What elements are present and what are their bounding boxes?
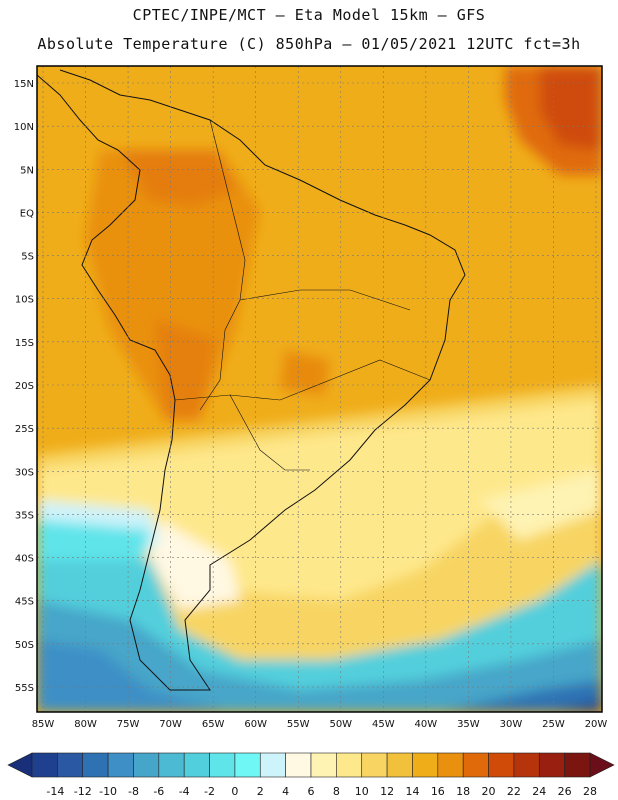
lat-label: 40S [15, 554, 34, 565]
colorbar-label: -12 [74, 785, 92, 798]
temperature-field [37, 66, 602, 712]
colorbar-swatch [462, 752, 489, 778]
lon-label: 60W [244, 719, 267, 730]
colorbar-swatch [488, 752, 515, 778]
colorbar-label: 10 [355, 785, 369, 798]
lat-label: 5S [21, 252, 34, 263]
colorbar-label: -10 [99, 785, 117, 798]
lon-label: 65W [202, 719, 225, 730]
colorbar-label: 28 [583, 785, 597, 798]
colorbar-label: -8 [128, 785, 139, 798]
lon-label: 35W [457, 719, 480, 730]
colorbar-label: 22 [507, 785, 521, 798]
colorbar-swatch [57, 752, 84, 778]
lat-label: 5N [20, 165, 34, 176]
colorbar-max-arrow [589, 752, 615, 778]
colorbar-swatch [513, 752, 540, 778]
colorbar-label: -6 [153, 785, 164, 798]
colorbar-swatch [564, 752, 591, 778]
colorbar-swatch [437, 752, 464, 778]
lon-label: 45W [372, 719, 395, 730]
lat-label: 25S [15, 424, 34, 435]
colorbar-swatch [82, 752, 109, 778]
lat-label: EQ [20, 208, 34, 219]
latitude-labels: 15N 10N 5N EQ 5S 10S 15S 20S 25S 30S 35S 40S 45S 50S 5… [14, 79, 34, 694]
colorbar-swatch [336, 752, 363, 778]
colorbar-label: 2 [257, 785, 264, 798]
colorbar-label: -14 [46, 785, 64, 798]
colorbar-label: 6 [308, 785, 315, 798]
lat-lon-grid [37, 66, 602, 712]
colorbar-label: -2 [204, 785, 215, 798]
lon-label: 80W [74, 719, 97, 730]
colorbar-label: 20 [482, 785, 496, 798]
lat-label: 35S [15, 510, 34, 521]
map-title-line-1: CPTEC/INPE/MCT – Eta Model 15km – GFS [132, 6, 486, 24]
colorbar-swatch [107, 752, 134, 778]
lon-label: 30W [500, 719, 523, 730]
colorbar-swatch [310, 752, 337, 778]
lat-label: 10S [15, 295, 34, 306]
colorbar-label: 4 [282, 785, 289, 798]
colorbar-swatch [386, 752, 413, 778]
colorbar-swatch [361, 752, 388, 778]
lat-label: 45S [15, 597, 34, 608]
colorbar-swatch [285, 752, 312, 778]
lon-label: 55W [287, 719, 310, 730]
colorbar-label: 18 [456, 785, 470, 798]
lat-label: 15S [15, 338, 34, 349]
longitude-labels: 85W 80W 75W 70W 65W 60W 55W 50W 45W 40W 35W 30W 25W 2… [32, 719, 608, 730]
lon-label: 70W [159, 719, 182, 730]
lat-label: 55S [15, 683, 34, 694]
lat-label: 15N [14, 79, 34, 90]
colorbar-label: 12 [380, 785, 394, 798]
map-title-line-2: Absolute Temperature (C) 850hPa – 01/05/… [37, 35, 581, 53]
lat-label: 30S [15, 467, 34, 478]
colorbar-label: 24 [532, 785, 546, 798]
colorbar-swatch [158, 752, 185, 778]
lon-label: 25W [542, 719, 565, 730]
colorbar-label: 0 [231, 785, 238, 798]
map-frame [36, 65, 603, 713]
colorbar-swatch [209, 752, 236, 778]
colorbar-swatch [31, 752, 58, 778]
colorbar [7, 752, 615, 778]
lon-label: 85W [32, 719, 55, 730]
colorbar-swatch [234, 752, 261, 778]
colorbar-min-arrow [7, 752, 33, 778]
colorbar-label: -4 [179, 785, 190, 798]
lat-label: 50S [15, 640, 34, 651]
lon-label: 40W [415, 719, 438, 730]
colorbar-label: 8 [333, 785, 340, 798]
colorbar-labels: -14 -12 -10 -8 -6 -4 -2 0 2 4 6 8 10 12 14 16 18 20 22 24 26… [46, 785, 597, 798]
colorbar-swatch [133, 752, 160, 778]
colorbar-label: 26 [558, 785, 572, 798]
lon-label: 75W [117, 719, 140, 730]
colorbar-label: 14 [405, 785, 419, 798]
colorbar-swatch [259, 752, 286, 778]
colorbar-swatch [412, 752, 439, 778]
lon-label: 20W [585, 719, 608, 730]
lat-label: 10N [14, 122, 34, 133]
colorbar-swatch [183, 752, 210, 778]
lat-label: 20S [15, 381, 34, 392]
colorbar-swatch [538, 752, 565, 778]
colorbar-label: 16 [431, 785, 445, 798]
lon-label: 50W [329, 719, 352, 730]
